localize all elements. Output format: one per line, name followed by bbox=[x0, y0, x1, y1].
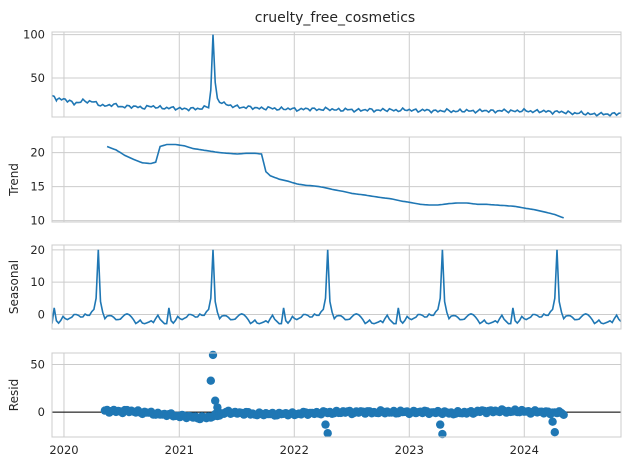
panel-4: 0 50 Resid bbox=[7, 350, 622, 439]
y-tick-label: 10 bbox=[30, 214, 45, 228]
seasonal-line bbox=[52, 249, 621, 325]
y-axis-label: Seasonal bbox=[7, 260, 21, 314]
panel-frame bbox=[51, 136, 622, 223]
resid-point bbox=[321, 420, 330, 429]
panel-frame bbox=[51, 31, 622, 118]
y-tick-label: 15 bbox=[30, 180, 45, 194]
y-axis-label: Trend bbox=[7, 163, 21, 197]
resid-point bbox=[323, 429, 332, 438]
y-tick-label: 0 bbox=[38, 405, 45, 419]
panel-3: 0 10 20 Seasonal bbox=[7, 243, 622, 330]
resid-point bbox=[550, 428, 559, 437]
resid-point bbox=[559, 410, 568, 419]
x-tick-label: 2022 bbox=[280, 443, 309, 457]
series-line bbox=[106, 143, 564, 219]
panel-1: 50 100 bbox=[23, 28, 622, 118]
resid-point bbox=[211, 396, 220, 405]
panel-frame bbox=[51, 352, 622, 438]
y-axis-label: Resid bbox=[7, 379, 21, 411]
chart-title: cruelty_free_cosmetics bbox=[255, 10, 415, 26]
resid-point bbox=[548, 417, 557, 426]
y-tick-label: 10 bbox=[30, 275, 45, 289]
x-tick-label: 2021 bbox=[165, 443, 194, 457]
y-tick-label: 20 bbox=[30, 243, 45, 257]
y-tick-label: 100 bbox=[23, 28, 45, 42]
y-tick-label: 20 bbox=[30, 146, 45, 160]
y-tick-label: 0 bbox=[38, 307, 45, 321]
panel-2: 10 15 20 Trend bbox=[7, 136, 622, 228]
x-tick-label: 2024 bbox=[510, 443, 539, 457]
x-tick-label: 2020 bbox=[49, 443, 78, 457]
series-line bbox=[52, 34, 621, 117]
resid-point bbox=[213, 403, 222, 412]
resid-point bbox=[208, 350, 218, 360]
resid-point bbox=[436, 420, 445, 429]
x-tick-label: 2023 bbox=[395, 443, 424, 457]
y-tick-label: 50 bbox=[30, 357, 45, 371]
panel-frame bbox=[51, 244, 622, 330]
resid-point bbox=[438, 429, 447, 439]
resid-point bbox=[206, 376, 215, 385]
y-tick-label: 50 bbox=[30, 71, 45, 85]
